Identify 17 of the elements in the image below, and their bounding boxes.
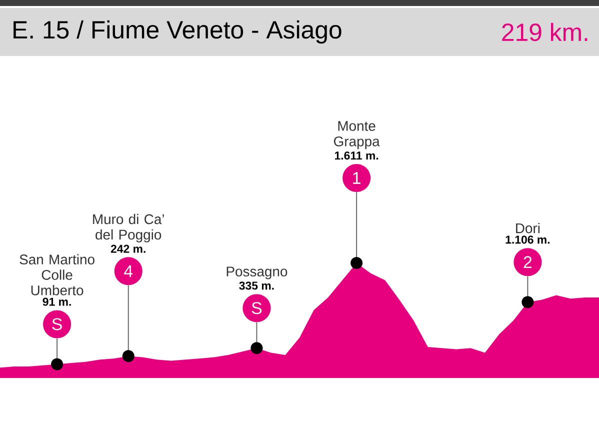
text: Dori	[516, 222, 540, 234]
annotation: 2	[524, 256, 532, 268]
annotation: San Martino Colle Umberto	[20, 254, 94, 296]
text: Monte Grappa	[334, 121, 380, 150]
chart-subtitle: 219 km.	[502, 22, 588, 42]
annotation: 91 m.	[42, 298, 71, 306]
annotation: 4	[124, 265, 133, 277]
chart-title: E. 15 / Fiume Veneto - Asiago	[14, 20, 342, 44]
text: 242 m.	[110, 244, 146, 253]
text: Muro di Ca’ del Poggio	[93, 214, 164, 242]
text: 1.611 m.	[334, 151, 378, 160]
annotation: S	[52, 318, 62, 330]
annotation: 335 m.	[239, 282, 274, 290]
annotation: Possagno	[226, 266, 288, 280]
annotation: 1	[353, 172, 360, 184]
text: 1.106 m.	[506, 236, 550, 244]
annotation: S	[252, 302, 262, 314]
